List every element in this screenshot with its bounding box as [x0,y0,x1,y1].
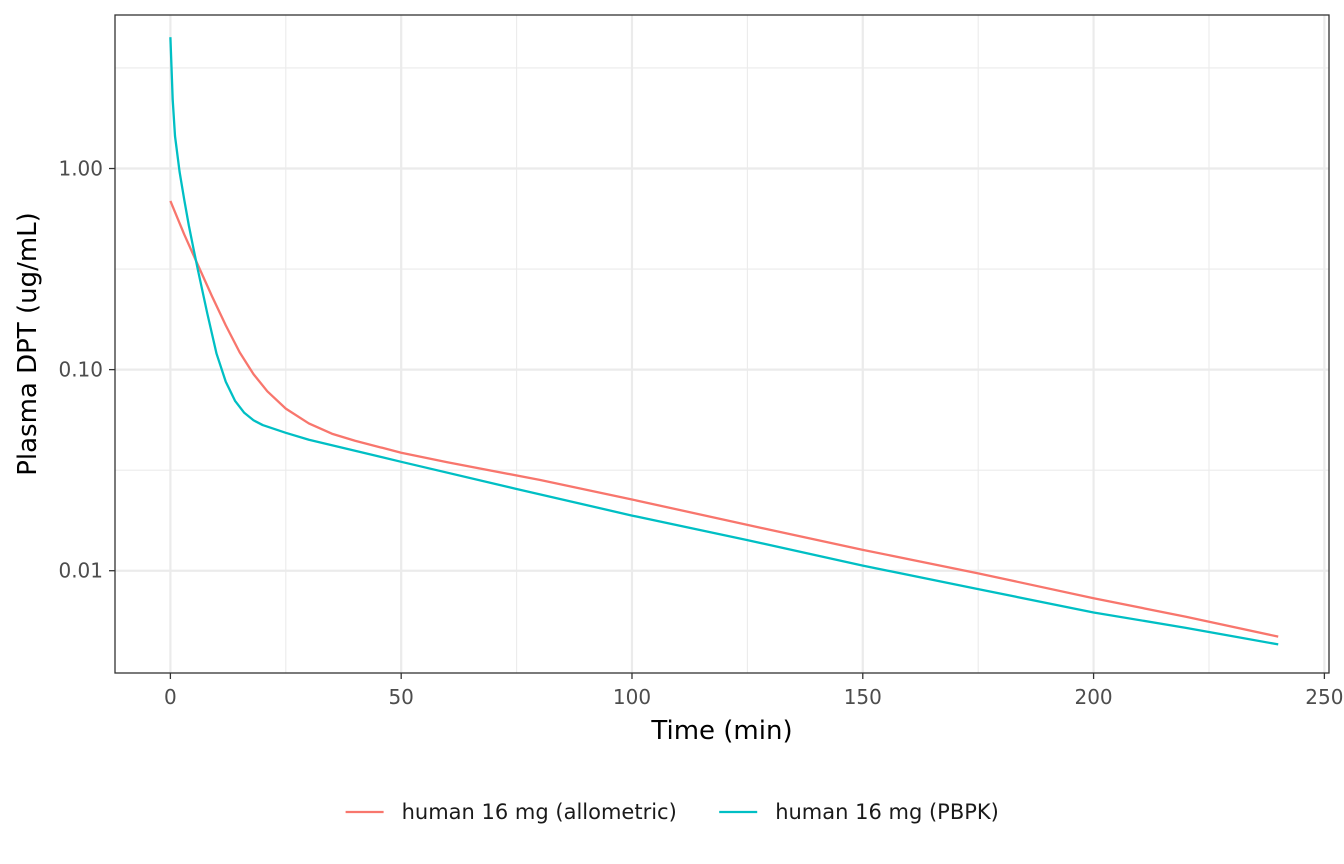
plot-panel [115,15,1329,673]
y-tick-label: 1.00 [58,157,103,181]
series-line-0 [169,200,1279,638]
series-lines [169,37,1279,646]
x-tick-label: 150 [844,685,882,709]
legend-label-0: human 16 mg (allometric) [402,800,677,824]
legend: human 16 mg (allometric) human 16 mg (PBP… [345,800,999,824]
y-tick-label: 0.10 [58,358,103,382]
series-line-1 [169,37,1279,646]
legend-label-1: human 16 mg (PBPK) [775,800,999,824]
x-tick-label: 50 [388,685,413,709]
x-tick-label: 200 [1074,685,1112,709]
x-tick-label: 250 [1305,685,1343,709]
x-axis: 0 50 100 150 200 250 [164,673,1343,709]
major-gridlines [115,15,1329,673]
x-tick-label: 0 [164,685,177,709]
minor-gridlines [115,15,1329,673]
y-tick-label: 0.01 [58,559,103,583]
y-axis-title: Plasma DPT (ug/mL) [13,212,43,476]
x-axis-title: Time (min) [650,716,792,746]
y-axis: 0.01 0.10 1.00 [58,157,115,583]
x-tick-label: 100 [613,685,651,709]
plot-panel-border [114,14,1330,674]
